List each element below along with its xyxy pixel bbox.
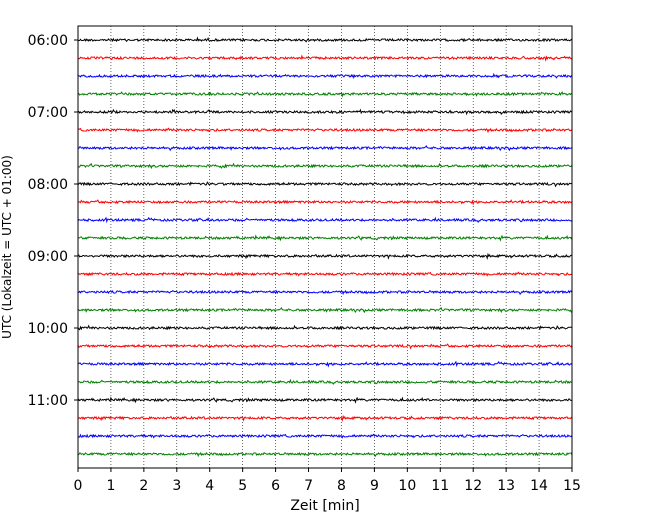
trace-1130 bbox=[77, 433, 573, 439]
trace-1145 bbox=[77, 451, 573, 458]
trace-1100 bbox=[77, 396, 573, 404]
y-tick-label: 07:00 bbox=[28, 105, 68, 121]
x-axis-label: Zeit [min] bbox=[290, 498, 359, 514]
x-tick-label: 11 bbox=[431, 478, 449, 494]
trace-group bbox=[77, 36, 573, 458]
y-axis-label: UTC (Lokalzeit = UTC + 01:00) bbox=[0, 155, 14, 339]
trace-1045 bbox=[77, 378, 573, 385]
trace-0630 bbox=[77, 72, 573, 80]
trace-0745 bbox=[77, 162, 573, 170]
trace-0815 bbox=[77, 199, 573, 206]
trace-1000 bbox=[77, 324, 573, 331]
x-tick-label: 8 bbox=[337, 478, 346, 494]
x-tick-label: 13 bbox=[497, 478, 515, 494]
trace-0930 bbox=[77, 289, 573, 296]
trace-0730 bbox=[77, 144, 573, 152]
x-tick-label: 7 bbox=[304, 478, 313, 494]
trace-0700 bbox=[77, 108, 573, 116]
x-tick-label: 2 bbox=[139, 478, 148, 494]
trace-0900 bbox=[77, 252, 573, 261]
trace-0600 bbox=[77, 36, 573, 43]
x-tick-label: 15 bbox=[563, 478, 581, 494]
x-tick-label: 14 bbox=[530, 478, 548, 494]
x-tick-label: 6 bbox=[271, 478, 280, 494]
trace-0715 bbox=[77, 127, 573, 134]
x-tick-label: 3 bbox=[172, 478, 181, 494]
trace-0830 bbox=[77, 216, 573, 224]
y-tick-label: 06:00 bbox=[28, 33, 68, 49]
trace-0645 bbox=[77, 91, 573, 98]
x-tick-label: 9 bbox=[370, 478, 379, 494]
y-tick-label: 11:00 bbox=[28, 393, 68, 409]
y-axis-ticks: 06:00 07:00 08:00 09:00 10:00 11:00 bbox=[28, 33, 78, 409]
trace-0800 bbox=[77, 181, 573, 188]
x-tick-label: 1 bbox=[106, 478, 115, 494]
x-tick-label: 10 bbox=[398, 478, 416, 494]
x-tick-label: 4 bbox=[205, 478, 214, 494]
trace-1015 bbox=[77, 343, 573, 350]
plot-frame bbox=[77, 25, 573, 469]
plot-background bbox=[78, 26, 572, 468]
trace-0615 bbox=[77, 54, 573, 62]
trace-1030 bbox=[77, 360, 573, 368]
trace-1115 bbox=[77, 414, 573, 423]
y-tick-label: 09:00 bbox=[28, 249, 68, 265]
y-tick-label: 08:00 bbox=[28, 177, 68, 193]
x-axis-ticks: 0 1 2 3 4 5 6 7 8 9 10 11 12 13 14 15 bbox=[74, 468, 581, 494]
trace-0945 bbox=[77, 306, 573, 314]
x-tick-label: 0 bbox=[74, 478, 83, 494]
trace-0845 bbox=[77, 234, 573, 242]
y-tick-label: 10:00 bbox=[28, 321, 68, 337]
x-tick-label: 5 bbox=[238, 478, 247, 494]
x-tick-label: 12 bbox=[464, 478, 482, 494]
trace-0915 bbox=[77, 271, 573, 277]
